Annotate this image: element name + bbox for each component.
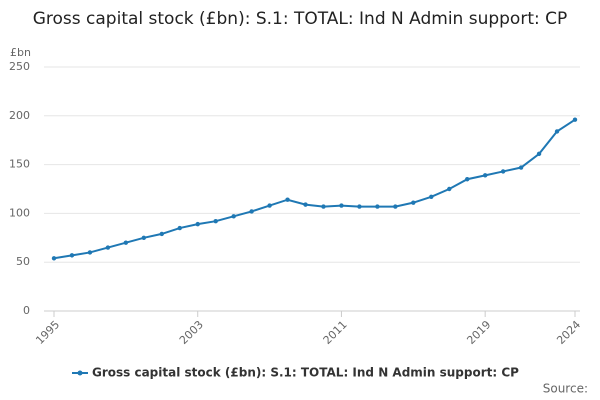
- point: [465, 177, 470, 182]
- point: [69, 253, 75, 258]
- point: [321, 204, 326, 209]
- legend-marker: [77, 370, 83, 376]
- y-tick-label: 0: [23, 304, 30, 317]
- point: [177, 225, 182, 231]
- point: [249, 209, 254, 214]
- y-tick-label: 150: [9, 158, 30, 171]
- point: [518, 165, 524, 170]
- y-tick-label: 250: [9, 60, 30, 73]
- chart-title: Gross capital stock (£bn): S.1: TOTAL: I…: [32, 9, 568, 29]
- source: Source:: [543, 382, 588, 396]
- y-tick-label: 50: [16, 255, 30, 268]
- point: [411, 200, 416, 205]
- point: [87, 250, 93, 255]
- point: [375, 204, 380, 209]
- y-tick-label: 200: [9, 109, 30, 122]
- point: [231, 214, 236, 219]
- y-tick-label: 100: [9, 206, 30, 219]
- point: [357, 204, 362, 209]
- point: [141, 235, 147, 240]
- point: [554, 129, 560, 134]
- point: [393, 204, 398, 209]
- x-tick-label: 2011: [321, 318, 350, 347]
- point: [572, 117, 578, 122]
- legend-label: Gross capital stock (£bn): S.1: TOTAL: I…: [92, 366, 519, 380]
- point: [105, 245, 111, 250]
- point: [213, 219, 218, 224]
- point: [339, 203, 344, 208]
- x-tick-label: 2024: [554, 318, 583, 347]
- point: [285, 197, 290, 202]
- x-tick-label: 2019: [464, 318, 493, 347]
- point: [159, 231, 164, 237]
- point: [429, 194, 434, 200]
- x-tick-label: 1995: [33, 318, 62, 347]
- point: [123, 240, 129, 245]
- x-tick-label: 2003: [177, 318, 206, 347]
- series-line: [53, 118, 576, 260]
- point: [195, 221, 200, 227]
- point: [267, 203, 272, 208]
- point: [482, 173, 488, 178]
- point: [51, 256, 57, 261]
- point: [303, 202, 308, 207]
- point: [447, 186, 452, 192]
- y-axis-label: £bn: [10, 46, 31, 59]
- point: [500, 169, 506, 174]
- point: [536, 151, 542, 157]
